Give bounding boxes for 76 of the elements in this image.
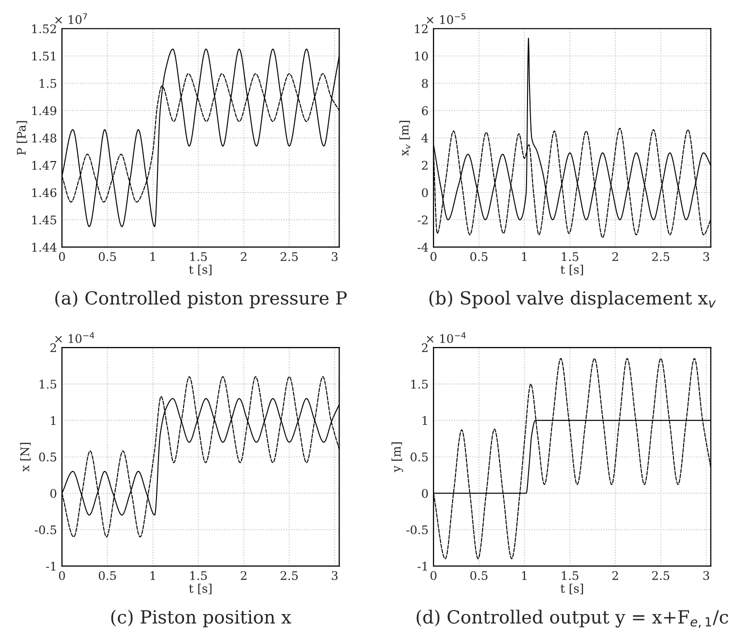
x-tick-label: 2.5 (652, 571, 670, 580)
text: (d) Controlled output y = x+F$_{e,1}$/c (416, 610, 728, 628)
x-tick-label: 0 (430, 571, 436, 580)
text: (c) Piston position x (111, 610, 292, 628)
y-tick-label: 1.5 (411, 380, 428, 389)
y-tick-label: 0 (50, 488, 56, 498)
x-tick-label: 2.5 (652, 252, 670, 262)
y-tick-label: -4 (418, 242, 428, 252)
x-tick-label: 1.5 (190, 252, 207, 262)
y-tick-label: 0.5 (410, 452, 428, 462)
y-tick-label: 1.46 (32, 188, 56, 198)
x-tick-label: 1.5 (562, 252, 578, 262)
y-axis-title: y [m] (392, 442, 404, 472)
x-tick-label: 2 (612, 252, 618, 261)
y-tick-label: 10 (415, 52, 428, 61)
x-axis-title: t [s] (189, 264, 212, 276)
y-tick-label: 1.47 (32, 160, 56, 170)
y-tick-label: 2 (422, 160, 428, 170)
y-tick-label: 0 (422, 188, 428, 198)
y-tick-label: 1.51 (32, 52, 56, 61)
x-tick-label: 1 (522, 252, 526, 261)
x-tick-label: 3 (703, 571, 710, 580)
y-tick-label: 1.45 (32, 216, 56, 224)
y-axis-title: x [N] (20, 442, 31, 472)
x-tick-label: 0.5 (470, 252, 488, 262)
x-tick-label: 3 (703, 252, 710, 262)
x-tick-label: 2 (240, 571, 246, 580)
x-tick-label: 0.5 (98, 252, 116, 262)
text: (b) Spool valve displacement x$_{v}$ (429, 290, 716, 308)
x-tick-label: 3 (332, 252, 338, 262)
y-tick-label: -1 (418, 562, 427, 571)
x-tick-label: 2 (612, 571, 618, 580)
x-tick-label: 3 (332, 571, 338, 580)
x-tick-label: 0 (58, 252, 65, 262)
y-tick-label: 1 (422, 416, 427, 425)
x-tick-label: 1.5 (562, 571, 578, 580)
y-tick-label: 2 (50, 343, 56, 352)
y-tick-label: 1.5 (40, 78, 56, 88)
x-axis-title: t [s] (189, 584, 212, 594)
y-tick-label: 1.5 (40, 380, 56, 389)
y-axis-title: x$_{v}$ [m] (399, 120, 410, 156)
text: × 10$^{−5}$ (426, 13, 466, 24)
y-tick-label: -0.5 (34, 525, 56, 534)
y-tick-label: 1.48 (32, 134, 56, 143)
y-tick-label: 4 (421, 134, 428, 142)
x-axis-title: t [s] (560, 584, 584, 594)
y-tick-label: 6 (422, 106, 428, 116)
text: × 10$^{7}$ (55, 13, 87, 24)
y-tick-label: 1.49 (32, 106, 56, 116)
y-tick-label: 8 (422, 78, 428, 88)
text: (a) Controlled piston pressure P (55, 290, 347, 308)
y-tick-label: -1 (46, 562, 56, 571)
x-tick-label: 0.5 (470, 571, 488, 580)
x-tick-label: 2 (240, 252, 246, 261)
x-tick-label: 0 (58, 571, 65, 580)
y-axis-title: P [Pa] (16, 121, 28, 155)
y-tick-label: 0.5 (39, 452, 56, 462)
x-tick-label: 1 (150, 252, 155, 261)
y-tick-label: 12 (415, 24, 428, 34)
y-tick-label: 1.44 (32, 242, 57, 252)
y-tick-label: -2 (418, 216, 428, 224)
x-axis-title: t [s] (560, 264, 584, 276)
x-tick-label: 0.5 (98, 571, 116, 580)
y-tick-label: 1 (51, 416, 56, 425)
y-tick-label: -0.5 (406, 525, 428, 534)
text: × 10$^{−4}$ (55, 332, 94, 344)
x-tick-label: 0 (430, 252, 436, 262)
x-tick-label: 2.5 (280, 571, 298, 580)
x-tick-label: 1 (522, 571, 526, 580)
y-tick-label: 1.52 (32, 24, 56, 34)
y-tick-label: 0 (422, 488, 428, 498)
y-tick-label: 2 (422, 343, 428, 352)
x-tick-label: 1 (150, 571, 155, 580)
x-tick-label: 1.5 (190, 571, 207, 580)
text: × 10$^{−4}$ (426, 332, 466, 344)
x-tick-label: 2.5 (280, 252, 298, 262)
